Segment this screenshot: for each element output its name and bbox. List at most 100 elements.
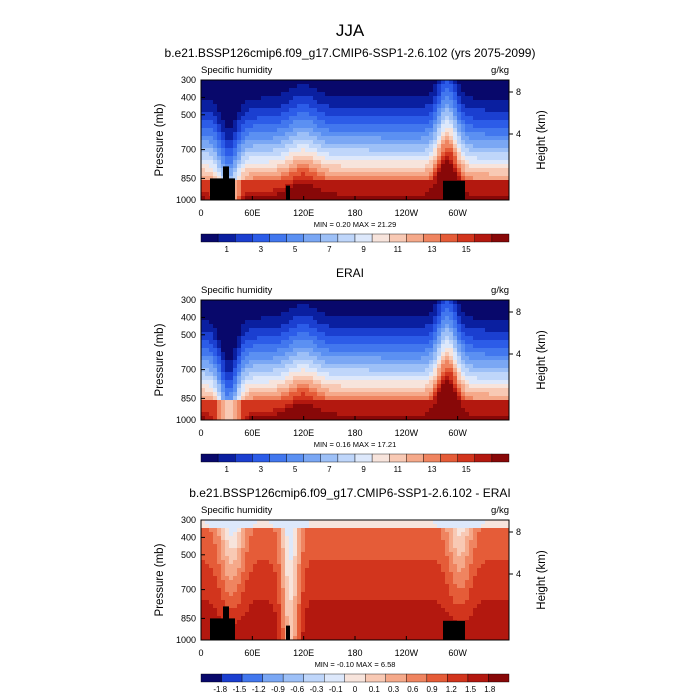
contour-cell — [417, 80, 422, 85]
contour-cell — [217, 312, 222, 317]
contour-cell — [393, 148, 398, 153]
contour-cell — [377, 524, 382, 529]
contour-cell — [205, 188, 210, 193]
contour-cell — [501, 388, 506, 393]
contour-cell — [397, 304, 402, 309]
contour-cell — [449, 380, 454, 385]
contour-cell — [205, 336, 210, 341]
contour-cell — [345, 392, 350, 397]
contour-cell — [205, 308, 210, 313]
contour-cell — [253, 88, 258, 93]
contour-cell — [421, 172, 426, 177]
contour-cell — [357, 336, 362, 341]
contour-cell — [377, 372, 382, 377]
contour-cell — [257, 416, 262, 421]
contour-cell — [461, 300, 466, 305]
contour-cell — [229, 348, 234, 353]
contour-cell — [465, 144, 470, 149]
contour-cell — [245, 304, 250, 309]
contour-cell — [489, 128, 494, 133]
contour-cell — [253, 120, 258, 125]
contour-cell — [461, 320, 466, 325]
contour-cell — [229, 80, 234, 85]
contour-cell — [257, 368, 262, 373]
contour-cell — [345, 396, 350, 401]
contour-cell — [501, 196, 506, 201]
contour-cell — [461, 112, 466, 117]
contour-cell — [453, 88, 458, 93]
contour-cell — [337, 524, 342, 529]
contour-cell — [493, 524, 498, 529]
contour-cell — [285, 400, 290, 405]
contour-cell — [277, 344, 282, 349]
contour-cell — [353, 152, 358, 157]
contour-cell — [301, 372, 306, 377]
contour-cell — [357, 392, 362, 397]
contour-cell — [397, 104, 402, 109]
contour-cell — [333, 96, 338, 101]
contour-cell — [305, 108, 310, 113]
contour-cell — [333, 148, 338, 153]
contour-cell — [365, 104, 370, 109]
y-right-tick-label: 8 — [516, 87, 521, 97]
contour-cell — [313, 340, 318, 345]
contour-cell — [453, 356, 458, 361]
contour-cell — [473, 160, 478, 165]
contour-cell — [329, 188, 334, 193]
contour-cell — [337, 400, 342, 405]
contour-cell — [429, 164, 434, 169]
contour-cell — [357, 312, 362, 317]
contour-cell — [305, 376, 310, 381]
contour-cell — [273, 308, 278, 313]
contour-cell — [361, 96, 366, 101]
contour-cell — [261, 88, 266, 93]
contour-cell — [425, 168, 430, 173]
contour-cell — [445, 520, 450, 525]
contour-cell — [297, 120, 302, 125]
contour-cell — [397, 376, 402, 381]
contour-cell — [297, 416, 302, 421]
contour-cell — [433, 108, 438, 113]
contour-cell — [461, 412, 466, 417]
contour-cell — [485, 380, 490, 385]
contour-cell — [201, 188, 206, 193]
contour-cell — [369, 308, 374, 313]
contour-cell — [449, 352, 454, 357]
contour-cell — [309, 304, 314, 309]
contour-cell — [365, 124, 370, 129]
contour-cell — [449, 116, 454, 121]
contour-cell — [489, 152, 494, 157]
contour-cell — [365, 120, 370, 125]
contour-cell — [297, 364, 302, 369]
contour-cell — [337, 316, 342, 321]
contour-cell — [405, 408, 410, 413]
contour-cell — [449, 84, 454, 89]
contour-cell — [505, 156, 510, 161]
contour-cell — [281, 340, 286, 345]
contour-cell — [261, 136, 266, 141]
contour-cell — [429, 404, 434, 409]
contour-cell — [433, 368, 438, 373]
contour-cell — [201, 400, 206, 405]
contour-cell — [449, 124, 454, 129]
colorbar-swatch — [491, 233, 510, 243]
contour-cell — [281, 416, 286, 421]
contour-cell — [469, 316, 474, 321]
contour-cell — [317, 372, 322, 377]
contour-cell — [213, 176, 218, 181]
contour-cell — [489, 320, 494, 325]
contour-cell — [213, 396, 218, 401]
colorbar-swatch — [252, 233, 270, 243]
contour-cell — [485, 88, 490, 93]
contour-cell — [317, 132, 322, 137]
contour-cell — [209, 404, 214, 409]
contour-cell — [449, 92, 454, 97]
contour-cell — [237, 312, 242, 317]
contour-cell — [297, 304, 302, 309]
contour-cell — [477, 184, 482, 189]
contour-cell — [469, 388, 474, 393]
contour-cell — [353, 348, 358, 353]
contour-cell — [357, 400, 362, 405]
contour-cell — [373, 160, 378, 165]
contour-cell — [341, 396, 346, 401]
